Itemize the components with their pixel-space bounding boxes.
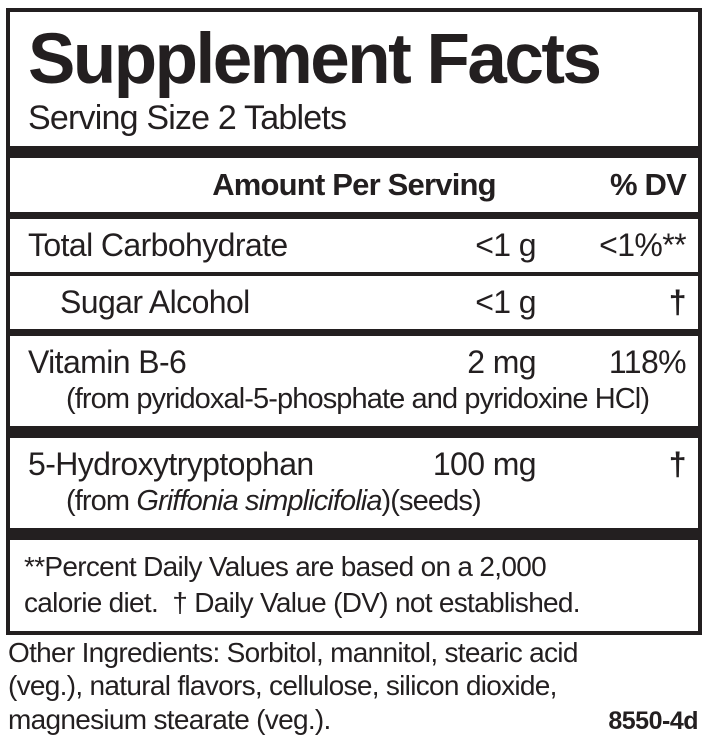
product-code: 8550-4d (608, 707, 698, 736)
source-note-species: Griffonia simplicifolia (136, 485, 382, 518)
nutrient-dv: <1%** (599, 227, 686, 264)
table-row-total-carbohydrate: Total Carbohydrate <1 g <1%** (10, 219, 698, 272)
nutrient-amount: <1 g (475, 227, 536, 264)
nutrient-name: Total Carbohydrate (28, 227, 288, 264)
table-row-group-5htp: 5-Hydroxytryptophan 100 mg † (from Griff… (10, 438, 698, 528)
separator-thick (10, 146, 698, 159)
other-ingredients-line-1: Other Ingredients: Sorbitol, mannitol, s… (8, 637, 578, 668)
percent-dv-header: % DV (609, 167, 687, 203)
footnote-line-2: calorie diet. † Daily Value (DV) not est… (24, 586, 581, 618)
separator-thick (10, 426, 698, 439)
daily-value-footnote: **Percent Daily Values are based on a 2,… (10, 540, 698, 631)
nutrient-amount: 2 mg (467, 344, 536, 381)
separator-thick (10, 528, 698, 541)
table-row-5-hydroxytryptophan: 5-Hydroxytryptophan 100 mg † (10, 438, 698, 483)
separator-medium (10, 329, 698, 337)
nutrient-name: Vitamin B-6 (28, 344, 187, 381)
other-ingredients-line-2: (veg.), natural flavors, cellulose, sili… (8, 670, 557, 702)
separator-thin (10, 272, 698, 277)
serving-size: Serving Size 2 Tablets (28, 99, 347, 138)
table-row-sugar-alcohol: Sugar Alcohol <1 g † (10, 276, 698, 329)
nutrient-dv: 118% (608, 344, 687, 381)
nutrient-amount: <1 g (475, 284, 536, 321)
nutrient-name: Sugar Alcohol (60, 284, 250, 321)
table-row-group-vitamin-b6: Vitamin B-6 2 mg 118% (from pyridoxal-5-… (10, 336, 698, 426)
nutrient-amount: 100 mg (432, 446, 537, 483)
nutrient-dv: † (668, 284, 687, 321)
footnote-line-1: **Percent Daily Values are based on a 2,… (24, 551, 547, 583)
column-header-row: Amount Per Serving % DV (10, 158, 698, 212)
nutrient-source-note: (from pyridoxal-5-phosphate and pyridoxi… (66, 383, 650, 416)
panel-title: Supplement Facts (28, 20, 602, 99)
source-note-suffix: )(seeds) (381, 485, 482, 518)
title-section: Supplement Facts Serving Size 2 Tablets (10, 12, 698, 146)
other-ingredients: Other Ingredients: Sorbitol, mannitol, s… (8, 636, 708, 736)
supplement-facts-panel: Supplement Facts Serving Size 2 Tablets … (6, 8, 702, 635)
source-note-prefix: (from (66, 485, 137, 518)
separator-medium (10, 212, 698, 220)
nutrient-source-note: (from Griffonia simplicifolia)(seeds) (10, 483, 698, 528)
amount-per-serving-header: Amount Per Serving (212, 167, 496, 203)
other-ingredients-line-3: magnesium stearate (veg.). (8, 703, 331, 735)
nutrient-name: 5-Hydroxytryptophan (28, 446, 314, 483)
nutrient-dv: † (668, 446, 687, 483)
table-row-vitamin-b6: Vitamin B-6 2 mg 118% (10, 336, 698, 381)
